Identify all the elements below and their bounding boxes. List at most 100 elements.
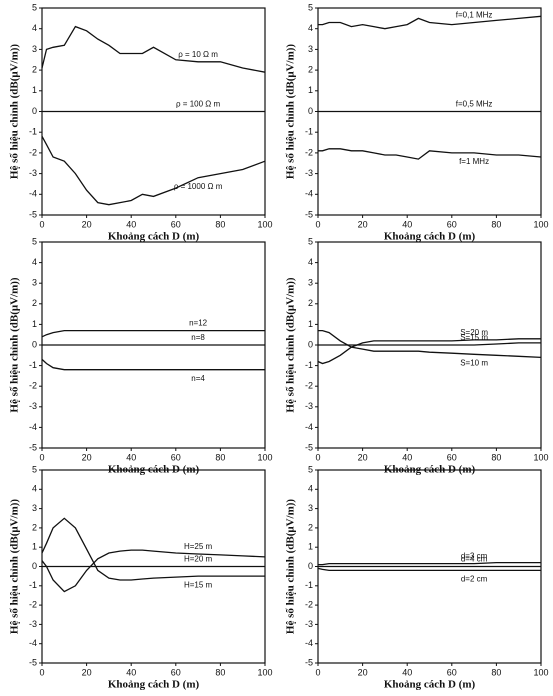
- x-tick-label: 20: [358, 667, 368, 677]
- y-tick-label: -2: [29, 147, 37, 157]
- x-tick-label: 20: [358, 452, 368, 462]
- x-tick-label: 100: [533, 219, 548, 229]
- y-axis-label: Hệ số hiệu chỉnh (dB(μV/m)): [9, 499, 21, 635]
- y-tick-label: 5: [308, 464, 313, 474]
- series-label: S=20 m: [460, 328, 488, 337]
- x-tick-label: 40: [126, 667, 136, 677]
- y-tick-label: 0: [32, 561, 37, 571]
- y-tick-label: -4: [29, 189, 37, 199]
- y-tick-label: 4: [32, 257, 37, 267]
- x-axis-label: Khoảng cách D (m): [108, 679, 200, 691]
- y-tick-label: -3: [305, 168, 313, 178]
- y-tick-label: -5: [305, 657, 313, 667]
- series-label: H=20 m: [184, 555, 213, 564]
- y-tick-label: 4: [32, 23, 37, 33]
- y-tick-label: -3: [29, 619, 37, 629]
- series-label: d=3 cm: [461, 552, 488, 561]
- y-tick-label: -1: [29, 360, 37, 370]
- y-tick-label: 2: [308, 64, 313, 74]
- y-tick-label: 4: [308, 257, 313, 267]
- series-label: ρ = 1000 Ω m: [174, 182, 223, 191]
- y-tick-label: 3: [32, 278, 37, 288]
- x-tick-label: 0: [315, 667, 320, 677]
- series-line: [41, 135, 266, 206]
- y-tick-label: 0: [308, 561, 313, 571]
- x-tick-label: 100: [257, 219, 272, 229]
- y-tick-label: 1: [308, 319, 313, 329]
- y-tick-label: 0: [32, 339, 37, 349]
- x-tick-label: 60: [447, 219, 457, 229]
- series-line: [317, 338, 541, 365]
- y-axis-label: Hệ số hiệu chỉnh (dB(μV/m)): [285, 499, 297, 635]
- y-tick-label: -3: [29, 168, 37, 178]
- y-tick-label: -5: [305, 209, 313, 219]
- y-tick-label: 2: [308, 522, 313, 532]
- series-label: n=4: [191, 374, 205, 383]
- y-tick-label: 5: [32, 236, 37, 246]
- y-tick-label: 3: [308, 503, 313, 513]
- x-tick-label: 0: [315, 219, 320, 229]
- y-tick-label: 1: [308, 542, 313, 552]
- y-tick-label: 2: [308, 298, 313, 308]
- y-tick-label: 4: [32, 484, 37, 494]
- series-line: [318, 342, 541, 346]
- y-tick-label: 2: [32, 298, 37, 308]
- y-tick-label: -2: [29, 381, 37, 391]
- y-tick-label: -1: [29, 580, 37, 590]
- series-line: [318, 15, 542, 30]
- y-tick-label: 4: [308, 23, 313, 33]
- y-tick-label: -5: [29, 657, 37, 667]
- y-tick-label: 5: [308, 2, 313, 12]
- x-axis-label: Khoảng cách D (m): [108, 231, 200, 243]
- x-tick-label: 100: [257, 667, 272, 677]
- y-tick-label: -2: [305, 599, 313, 609]
- series-line: [41, 358, 265, 371]
- x-tick-label: 100: [533, 452, 548, 462]
- y-tick-label: 0: [308, 339, 313, 349]
- y-tick-label: -3: [29, 401, 37, 411]
- x-tick-label: 0: [39, 667, 44, 677]
- x-tick-label: 20: [82, 452, 92, 462]
- x-axis-label: Khoảng cách D (m): [384, 231, 476, 243]
- y-tick-label: 5: [308, 236, 313, 246]
- x-tick-label: 40: [126, 219, 136, 229]
- series-label: d=2 cm: [461, 574, 488, 583]
- y-tick-label: -2: [305, 147, 313, 157]
- y-tick-label: 1: [32, 542, 37, 552]
- series-line: [41, 329, 265, 338]
- x-tick-label: 100: [257, 452, 272, 462]
- y-tick-label: -5: [305, 442, 313, 452]
- y-tick-label: 0: [32, 106, 37, 116]
- y-tick-label: -3: [305, 401, 313, 411]
- y-axis-label: Hệ số hiệu chỉnh (dB(μV/m)): [285, 44, 297, 180]
- series-line: [317, 567, 541, 572]
- x-tick-label: 0: [315, 452, 320, 462]
- x-tick-label: 0: [39, 219, 44, 229]
- series-line: [41, 549, 266, 593]
- y-tick-label: -4: [29, 638, 37, 648]
- x-tick-label: 80: [215, 452, 225, 462]
- series-label: d=4 cm: [461, 555, 488, 564]
- y-tick-label: -5: [29, 442, 37, 452]
- x-tick-label: 40: [126, 452, 136, 462]
- x-tick-label: 60: [171, 219, 181, 229]
- y-tick-label: 3: [308, 44, 313, 54]
- x-tick-label: 100: [533, 667, 548, 677]
- y-axis-label: Hệ số hiệu chỉnh (dB(μV/m)): [9, 277, 21, 413]
- series-label: f=0,5 MHz: [456, 100, 493, 109]
- x-axis-label: Khoảng cách D (m): [384, 679, 476, 691]
- y-tick-label: 5: [32, 464, 37, 474]
- series-label: ρ = 100 Ω m: [176, 100, 220, 109]
- y-tick-label: -4: [29, 422, 37, 432]
- series-line: [318, 561, 541, 566]
- y-tick-label: -2: [305, 381, 313, 391]
- y-tick-label: 3: [32, 503, 37, 513]
- x-tick-label: 60: [171, 452, 181, 462]
- x-tick-label: 20: [82, 219, 92, 229]
- y-tick-label: -1: [29, 127, 37, 137]
- y-tick-label: 4: [308, 484, 313, 494]
- x-tick-label: 80: [215, 219, 225, 229]
- x-tick-label: 80: [215, 667, 225, 677]
- series-label: ρ = 10 Ω m: [178, 50, 218, 59]
- y-tick-label: -4: [305, 638, 313, 648]
